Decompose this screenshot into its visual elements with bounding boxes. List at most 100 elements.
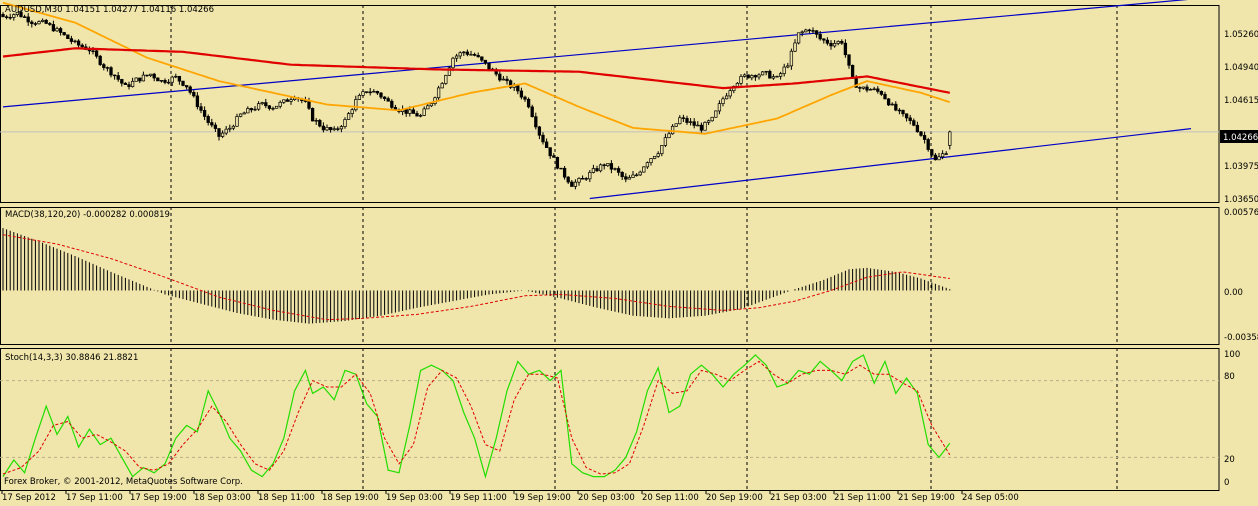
candle-body: [1, 14, 5, 18]
candle-body: [368, 91, 372, 94]
candle-body: [688, 121, 693, 123]
candle-body: [48, 23, 52, 25]
indicator-panel: [0, 5, 1220, 203]
candle-body: [51, 24, 56, 32]
candle-body: [354, 99, 358, 111]
candle-body: [166, 81, 171, 84]
candle-body: [642, 166, 646, 173]
candle-body: [746, 74, 750, 79]
time-axis-label: 18 Sep 03:00: [194, 493, 251, 503]
candle-body: [624, 176, 628, 180]
candle-body: [724, 95, 729, 100]
stoch-scale-label: 80: [1224, 372, 1235, 382]
time-axis-label: 19 Sep 19:00: [514, 493, 571, 503]
candle-body: [584, 178, 588, 180]
channel-trendline[interactable]: [2, 0, 1191, 108]
candle-body: [37, 21, 41, 25]
candle-body: [138, 77, 142, 82]
candle-body: [210, 122, 214, 126]
candle-body: [447, 67, 452, 76]
candle-body: [523, 96, 527, 100]
candle-body: [847, 54, 851, 66]
candle-body: [235, 116, 239, 127]
candle-body: [249, 108, 254, 111]
candle-body: [418, 115, 423, 117]
candle-body: [940, 153, 945, 158]
candle-body: [469, 54, 473, 56]
candle-body: [116, 75, 120, 80]
candle-body: [742, 74, 747, 77]
candle-body: [501, 78, 506, 81]
candle-body: [692, 121, 696, 126]
candle-body: [598, 164, 603, 172]
candle-body: [764, 70, 768, 73]
candle-body: [91, 50, 95, 52]
candle-body: [19, 11, 23, 18]
candle-body: [307, 100, 311, 109]
candle-body: [372, 90, 376, 93]
candle-body: [926, 139, 930, 150]
candle-body: [904, 113, 909, 119]
candle-body: [674, 123, 678, 127]
candle-body: [328, 127, 333, 131]
candle-body: [922, 135, 927, 140]
candle-body: [195, 95, 200, 108]
candle-body: [876, 88, 880, 92]
candle-body: [818, 33, 822, 40]
candle-body: [620, 172, 624, 178]
candle-body: [123, 82, 128, 85]
candle-body: [656, 153, 660, 157]
candle-body: [573, 181, 578, 187]
candle-body: [8, 16, 12, 19]
candle-body: [519, 90, 524, 98]
candle-body: [379, 92, 383, 98]
channel-trendline[interactable]: [589, 128, 1192, 200]
time-axis-label: 17 Sep 11:00: [66, 493, 123, 503]
candle-body: [814, 30, 819, 35]
candle-body: [141, 74, 146, 82]
candle-body: [217, 128, 221, 137]
candle-body: [638, 171, 642, 176]
candle-body: [919, 131, 923, 136]
candle-body: [188, 86, 192, 93]
candle-body: [127, 84, 131, 87]
candle-body: [148, 73, 153, 76]
indicator-panel: [0, 207, 1220, 345]
candle-body: [768, 70, 772, 79]
stoch-scale-label: 100: [1224, 350, 1240, 360]
candle-body: [98, 55, 102, 65]
candle-body: [256, 103, 261, 110]
candle-body: [548, 147, 552, 157]
candle-body: [868, 89, 873, 91]
candle-body: [890, 103, 894, 106]
candle-body: [591, 168, 596, 173]
candle-body: [202, 110, 207, 117]
candle-body: [357, 94, 362, 100]
candle-body: [706, 120, 711, 123]
candle-body: [667, 133, 671, 138]
stoch-panel-header: Stoch(14,3,3) 30.8846 21.8821: [5, 353, 138, 363]
candle-body: [238, 113, 243, 117]
candle-body: [750, 75, 754, 79]
candle-body: [901, 109, 905, 115]
candle-body: [213, 124, 218, 129]
candle-body: [526, 98, 531, 108]
candle-body: [130, 80, 135, 87]
price-scale-label: 1.03650: [1224, 195, 1258, 205]
candle-body: [678, 117, 682, 125]
candle-body: [271, 107, 275, 110]
candle-body: [33, 23, 38, 25]
price-scale-label: 1.03975: [1224, 162, 1258, 172]
time-axis-label: 18 Sep 11:00: [258, 493, 315, 503]
candle-body: [843, 42, 848, 56]
candle-body: [789, 50, 794, 67]
macd-panel-header: MACD(38,120,20) -0.000282 0.000819: [5, 210, 170, 220]
candle-body: [771, 76, 776, 79]
candle-body: [231, 125, 236, 129]
candle-body: [339, 126, 344, 130]
candle-body: [66, 34, 70, 40]
candle-body: [908, 117, 912, 121]
candle-body: [267, 105, 272, 109]
candle-body: [829, 42, 833, 47]
